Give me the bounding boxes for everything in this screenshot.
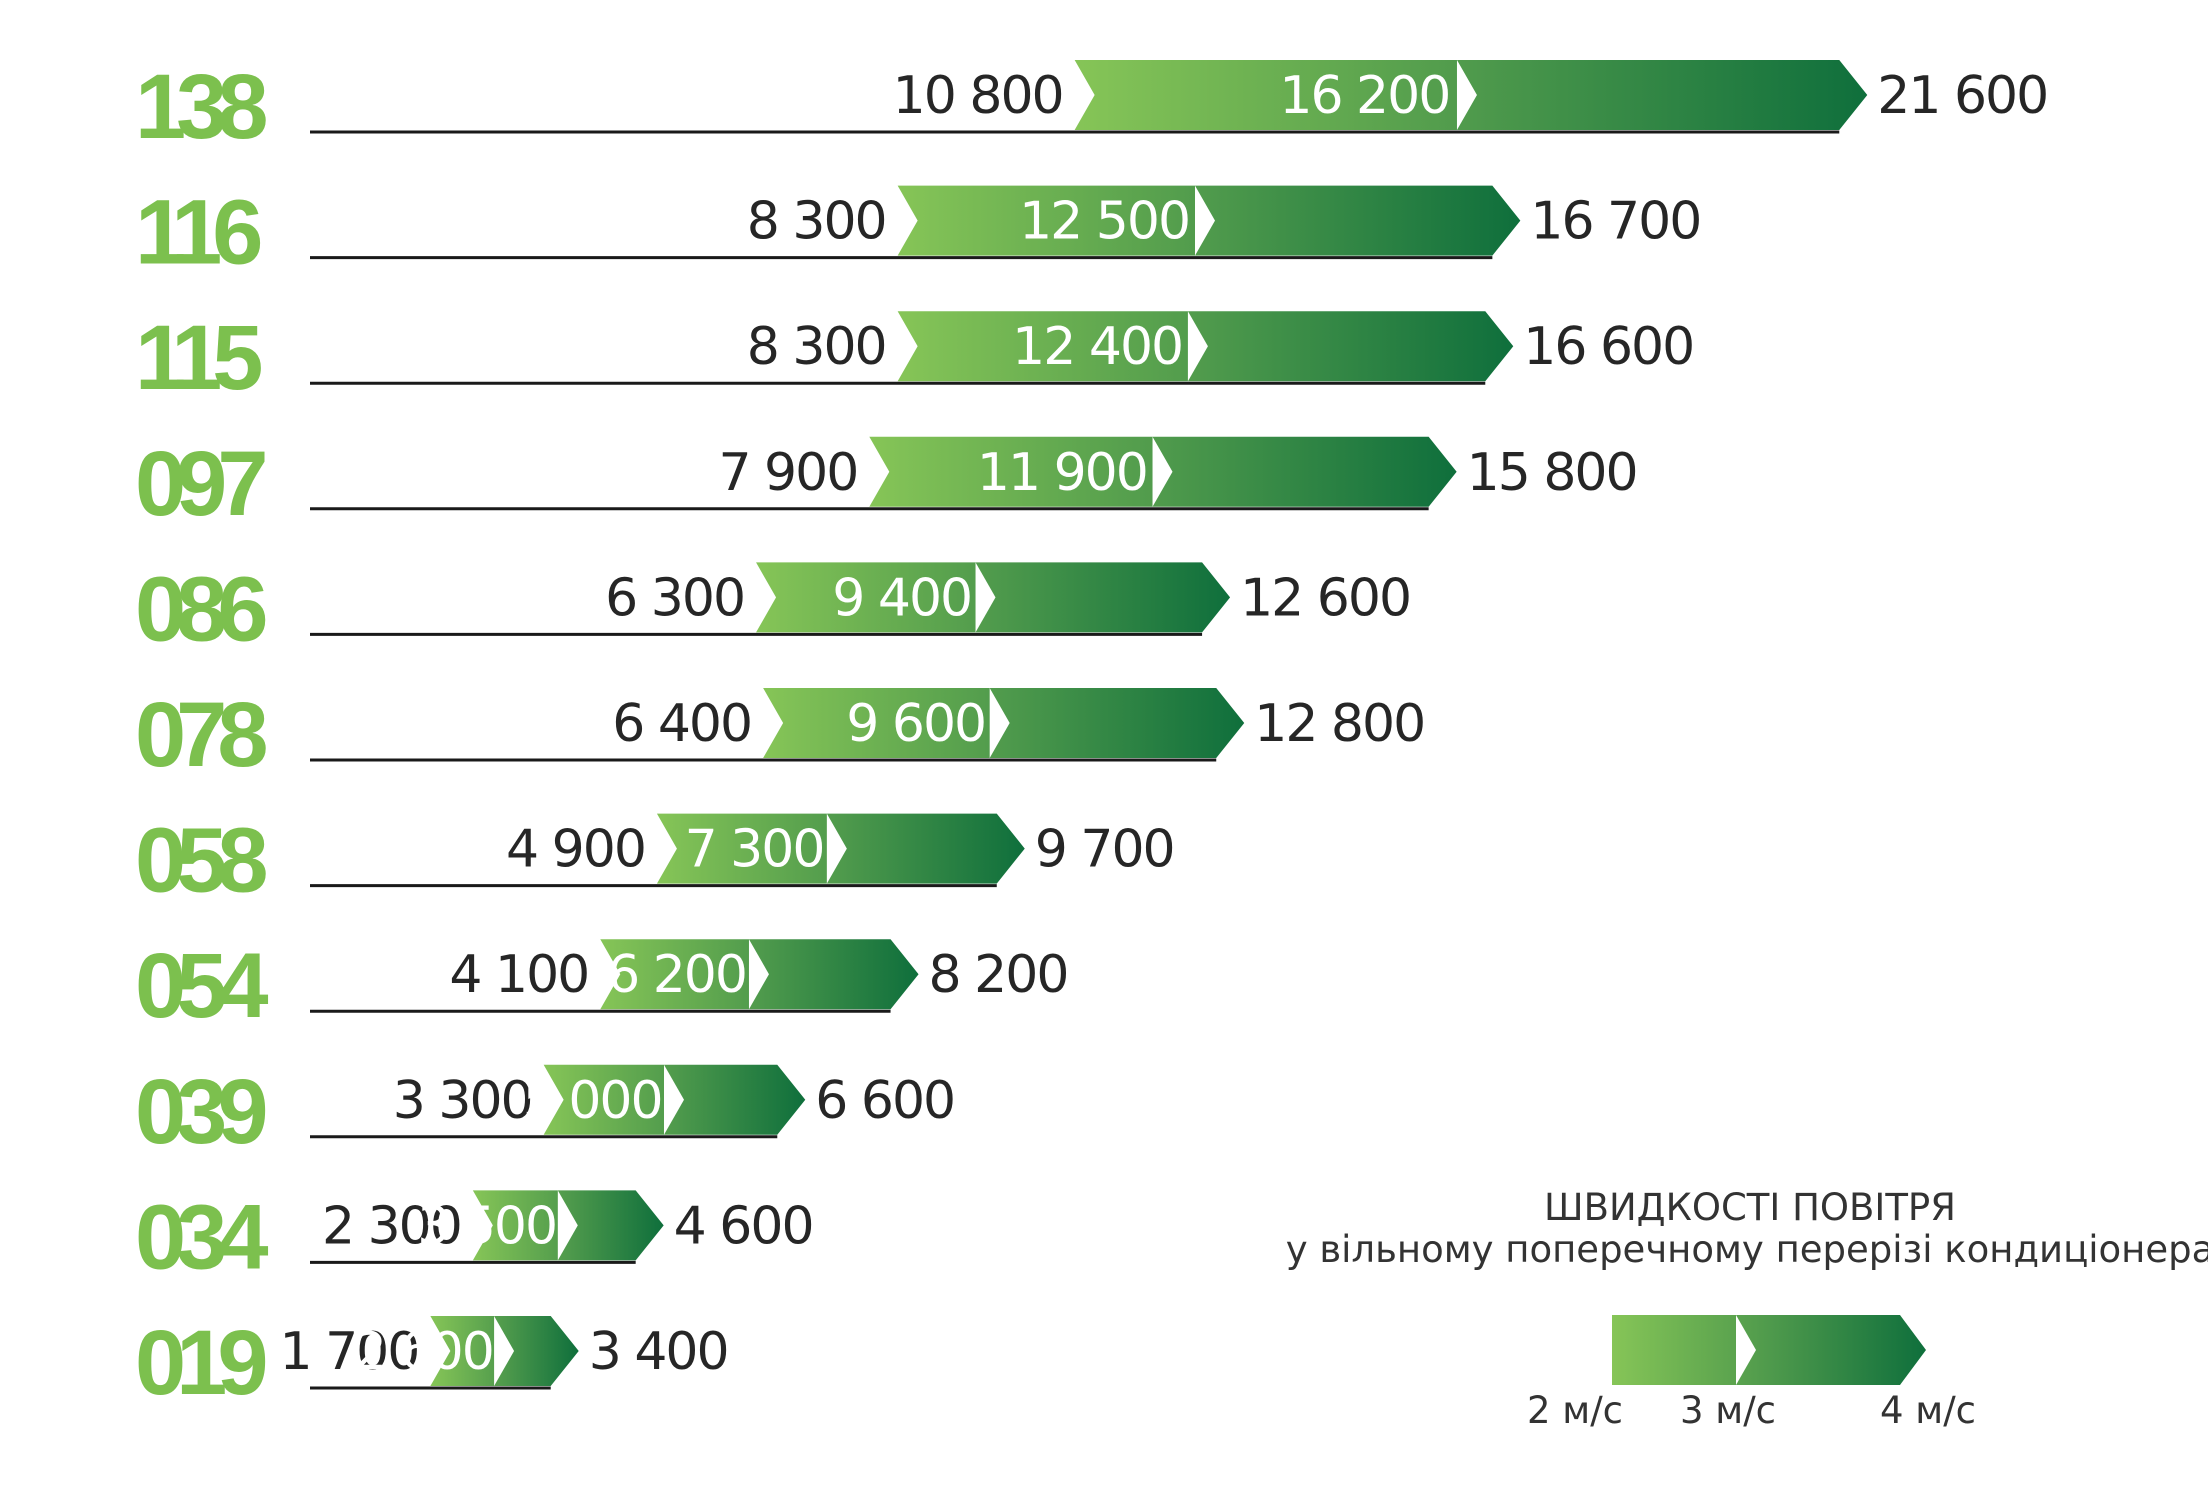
mid-chevron xyxy=(826,813,847,884)
row-115: 115 8 300 12 400 16 600 xyxy=(135,307,1695,409)
size-label: 054 xyxy=(135,935,268,1037)
row-054: 054 4 100 6 200 8 200 xyxy=(135,935,1069,1037)
size-label: 138 xyxy=(135,56,266,158)
size-label: 034 xyxy=(135,1186,268,1288)
row-116: 116 8 300 12 500 16 700 xyxy=(135,182,1702,284)
value-4ms: 12 600 xyxy=(1240,568,1410,628)
value-4ms: 4 600 xyxy=(674,1196,813,1256)
value-3ms: 9 400 xyxy=(832,568,971,628)
value-2ms: 3 300 xyxy=(393,1071,532,1131)
legend-arrow-bar xyxy=(1612,1315,1926,1385)
value-4ms: 8 200 xyxy=(929,945,1068,1005)
value-3ms: 6 200 xyxy=(607,945,746,1005)
mid-chevron xyxy=(989,688,1010,758)
value-2ms: 1 700 xyxy=(279,1322,418,1382)
row-138: 138 10 800 16 200 21 600 xyxy=(135,56,2049,158)
mid-chevron xyxy=(975,562,996,633)
value-3ms: 12 400 xyxy=(1012,317,1182,377)
size-label: 058 xyxy=(135,810,266,912)
value-2ms: 7 900 xyxy=(718,443,857,503)
size-label: 116 xyxy=(135,182,260,284)
value-2ms: 4 900 xyxy=(506,820,645,880)
value-3ms: 12 500 xyxy=(1019,192,1189,252)
value-4ms: 9 700 xyxy=(1035,820,1174,880)
value-4ms: 15 800 xyxy=(1467,443,1637,503)
legend-tick-2ms: 2 м/с xyxy=(1527,1389,1623,1432)
legend-tick-4ms: 4 м/с xyxy=(1880,1389,1976,1432)
mid-chevron xyxy=(1456,60,1477,130)
legend-subtitle: у вільному поперечному перерізі кондиціо… xyxy=(1286,1228,2208,1271)
row-097: 097 7 900 11 900 15 800 xyxy=(135,433,1639,535)
value-3ms: 3 500 xyxy=(417,1196,556,1256)
size-label: 097 xyxy=(135,433,265,535)
value-3ms: 2 600 xyxy=(354,1322,493,1382)
value-4ms: 16 600 xyxy=(1523,317,1693,377)
value-3ms: 9 600 xyxy=(846,694,985,754)
size-label: 086 xyxy=(135,558,265,660)
mid-chevron xyxy=(557,1190,578,1261)
value-2ms: 6 300 xyxy=(605,568,744,628)
value-4ms: 3 400 xyxy=(589,1322,728,1382)
legend: ШВИДКОСТІ ПОВІТРЯ у вільному поперечному… xyxy=(1286,1186,2208,1432)
value-3ms: 7 300 xyxy=(685,820,824,880)
legend-bar-fill xyxy=(1612,1315,1926,1385)
value-4ms: 12 800 xyxy=(1254,694,1424,754)
mid-chevron xyxy=(748,939,769,1010)
value-2ms: 10 800 xyxy=(893,66,1063,126)
legend-title: ШВИДКОСТІ ПОВІТРЯ xyxy=(1544,1186,1956,1229)
mid-chevron xyxy=(1152,436,1173,507)
value-2ms: 6 400 xyxy=(612,694,751,754)
legend-tick-3ms: 3 м/с xyxy=(1680,1389,1776,1432)
size-label: 039 xyxy=(135,1061,265,1163)
legend-mid-chevron xyxy=(1736,1315,1756,1385)
row-086: 086 6 300 9 400 12 600 xyxy=(135,558,1412,660)
value-2ms: 2 300 xyxy=(322,1196,461,1256)
value-2ms: 8 300 xyxy=(747,317,886,377)
size-label: 019 xyxy=(135,1312,265,1414)
value-3ms: 16 200 xyxy=(1279,66,1449,126)
value-2ms: 8 300 xyxy=(747,192,886,252)
value-4ms: 21 600 xyxy=(1877,66,2047,126)
size-label: 115 xyxy=(135,307,261,409)
row-058: 058 4 900 7 300 9 700 xyxy=(135,810,1176,912)
value-4ms: 16 700 xyxy=(1530,192,1700,252)
value-3ms: 11 900 xyxy=(977,443,1147,503)
mid-chevron xyxy=(494,1316,515,1386)
value-2ms: 4 100 xyxy=(449,945,588,1005)
bar-rows: 138 10 800 16 200 21 600 116 8 300 12 500 16 70… xyxy=(135,56,2049,1414)
mid-chevron xyxy=(1195,185,1215,256)
row-078: 078 6 400 9 600 12 800 xyxy=(135,684,1426,786)
value-3ms: 5 000 xyxy=(523,1071,662,1131)
mid-chevron xyxy=(1187,311,1208,382)
size-label: 078 xyxy=(135,684,266,786)
value-4ms: 6 600 xyxy=(815,1071,954,1131)
mid-chevron xyxy=(664,1064,684,1135)
